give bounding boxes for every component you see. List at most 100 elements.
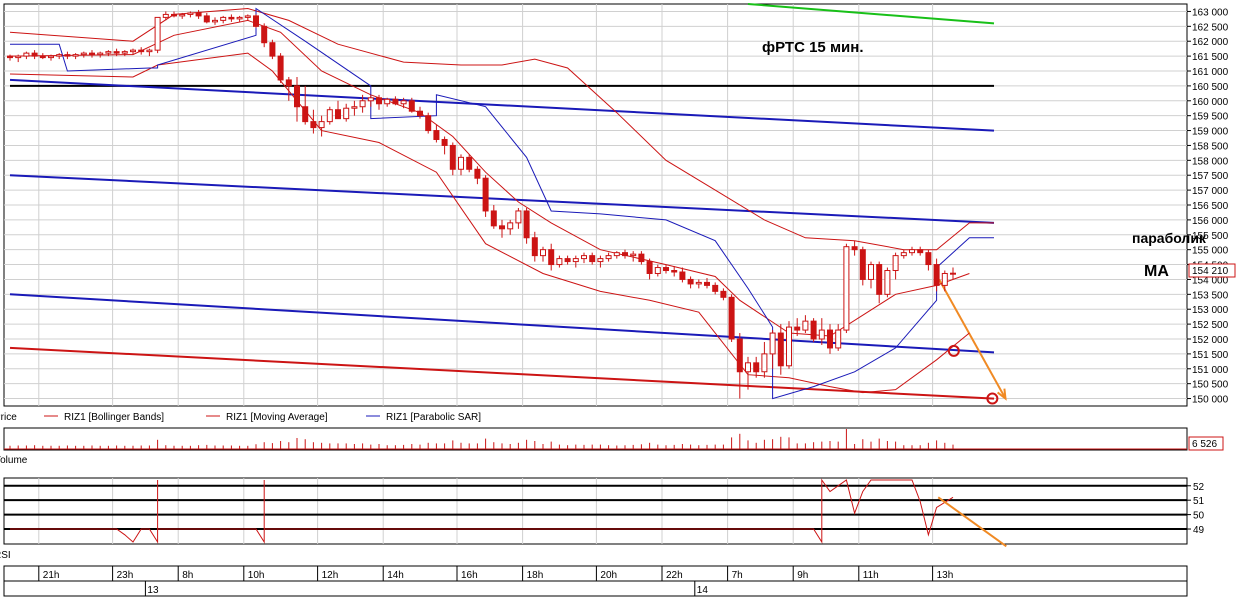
volume-bars	[4, 429, 1187, 450]
candle-body	[449, 144, 456, 170]
candle-body	[687, 278, 694, 285]
candle-body	[195, 12, 202, 17]
candle-body	[89, 52, 95, 56]
candle-body	[671, 270, 678, 273]
candle-body	[72, 54, 79, 57]
price-tick-label: 153 500	[1192, 290, 1229, 301]
candle-body	[663, 267, 669, 272]
last-price-box	[1188, 263, 1236, 278]
candle-body	[818, 329, 825, 340]
candle-body	[482, 177, 489, 212]
day-label: 13	[147, 585, 159, 596]
candle-body	[39, 55, 46, 59]
candle-body	[589, 255, 596, 263]
candle-body	[310, 121, 317, 129]
candle-body	[810, 320, 817, 340]
candle-body	[326, 109, 333, 123]
candle-body	[261, 25, 268, 44]
candle-body	[179, 13, 186, 17]
grid	[4, 4, 1187, 544]
bollinger-lower-line	[9, 52, 970, 394]
candle-body	[154, 16, 161, 51]
price-tick-label: 152 500	[1192, 320, 1229, 331]
price-tick-label: 150 500	[1192, 380, 1229, 391]
candle-body	[302, 106, 309, 123]
trendline-blue-channel-mid	[9, 174, 995, 224]
candle-body	[507, 222, 514, 230]
trendlines	[9, 3, 1007, 401]
price-tick-label: 157 500	[1192, 171, 1229, 182]
legend-entry: Price	[0, 412, 17, 423]
candle-body	[679, 271, 686, 280]
candle-body	[220, 16, 227, 21]
candle-body	[802, 320, 809, 331]
candle-body	[236, 16, 243, 20]
candle-body	[892, 255, 899, 272]
candle-body	[843, 246, 850, 331]
rsi-label: RSI	[0, 550, 11, 561]
candle-body	[515, 210, 522, 224]
time-tick-label: 13h	[937, 570, 954, 581]
time-axis-labels: 21h 23h 8h 10h 12h 14h 16h 18h 20h 22h 7h 9h 11h 13h 1…	[38, 566, 954, 596]
price-tick-label: 157 000	[1192, 186, 1229, 197]
candle-body	[466, 156, 473, 170]
trendline-orange-arrow-price	[938, 278, 1007, 400]
candle-body	[638, 253, 645, 263]
candle-body	[285, 79, 292, 87]
candle-body	[794, 326, 801, 331]
candle-body	[859, 249, 866, 280]
price-tick-label: 159 500	[1192, 112, 1229, 123]
candle-body	[720, 290, 727, 298]
candle-body	[917, 249, 924, 254]
time-tick-label: 10h	[248, 570, 265, 581]
candle-body	[253, 15, 259, 27]
time-tick-label: 8h	[182, 570, 193, 581]
candle-body	[80, 52, 87, 56]
candle-body	[572, 258, 579, 263]
chart-title: фРТС 15 мин.	[762, 39, 864, 56]
rsi-pane[interactable]	[3, 477, 1188, 545]
candle-body	[203, 15, 210, 23]
candle-body	[835, 329, 842, 349]
candle-body	[228, 16, 235, 20]
candle-body	[441, 138, 448, 146]
candle-body	[630, 253, 637, 257]
candle-body	[646, 261, 653, 274]
candle-body	[613, 252, 620, 257]
candle-body	[15, 55, 22, 59]
candle-body	[351, 106, 358, 109]
candle-body	[909, 249, 915, 254]
candle-body	[105, 51, 112, 54]
circle-marker	[947, 344, 960, 357]
candle-body	[343, 107, 350, 120]
candle-body	[605, 255, 612, 260]
rsi-tick-label: 50	[1193, 511, 1205, 522]
price-tick-label: 163 000	[1192, 7, 1229, 18]
candle-body	[7, 55, 13, 59]
candle-body	[941, 272, 948, 286]
candle-body	[736, 338, 743, 373]
candle-body	[712, 284, 719, 292]
annotation-parabolic: параболик	[1132, 230, 1207, 246]
time-tick-label: 20h	[600, 570, 617, 581]
candle-body	[868, 264, 874, 280]
candle-body	[171, 13, 177, 17]
candle-body	[704, 281, 710, 286]
orange-price-arrowhead	[996, 388, 1007, 401]
candle-body	[728, 296, 735, 340]
volume-pane[interactable]	[3, 427, 1188, 451]
price-tick-label: 159 000	[1192, 127, 1229, 138]
candle-body	[695, 281, 702, 285]
trendline-red-channel-lower	[9, 346, 995, 400]
candle-body	[121, 51, 128, 54]
rsi-line	[10, 478, 954, 544]
price-tick-label: 158 000	[1192, 156, 1229, 167]
price-tick-label: 156 500	[1192, 201, 1229, 212]
candle-body	[827, 329, 833, 349]
candle-body	[933, 264, 940, 286]
price-axis: 163 000 162 500 162 000 161 500 161 000 160 5…	[1187, 7, 1229, 406]
candle-body	[359, 100, 366, 108]
candle-body	[162, 13, 169, 18]
markers	[947, 344, 999, 405]
